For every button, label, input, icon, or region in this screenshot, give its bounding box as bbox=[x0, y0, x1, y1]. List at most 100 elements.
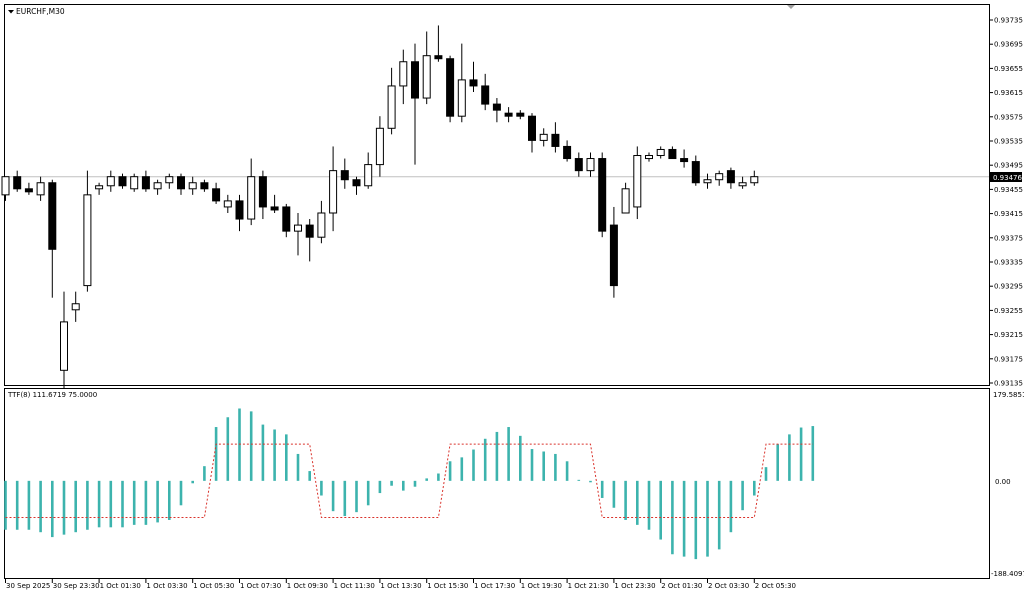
price-axis: 0.93735 0.93695 0.93655 0.93615 0.93575 0.935… bbox=[989, 17, 1023, 388]
candle-body-bear bbox=[200, 182, 209, 190]
price-axis-label: 0.93735 bbox=[994, 17, 1023, 25]
candle-body-bull bbox=[387, 85, 396, 129]
candle bbox=[24, 182, 33, 195]
candle bbox=[364, 152, 373, 189]
candle-body-bull bbox=[457, 79, 466, 117]
indicator-title: TTF(8) 111.6719 75.0000 bbox=[7, 391, 97, 399]
price-axis-label: 0.93335 bbox=[994, 259, 1023, 267]
candle bbox=[223, 194, 232, 213]
candle-body-bear bbox=[551, 133, 560, 147]
candle bbox=[598, 152, 607, 238]
time-axis: 30 Sep 2025 30 Sep 23:30 1 Oct 01:30 1 Oct … bbox=[5, 579, 796, 590]
candle bbox=[411, 43, 419, 165]
candle bbox=[130, 173, 139, 192]
price-axis-label: 0.93575 bbox=[994, 113, 1023, 121]
candle bbox=[621, 182, 630, 214]
candle bbox=[726, 167, 735, 189]
candle-body-bear bbox=[504, 112, 513, 117]
symbol-title: EURCHF,M30 bbox=[16, 7, 65, 16]
price-axis-label: 0.93375 bbox=[994, 234, 1023, 242]
price-axis-label: 0.93535 bbox=[994, 138, 1023, 146]
time-axis-label: 2 Oct 03:30 bbox=[708, 582, 749, 590]
candle-body-bear bbox=[446, 58, 455, 117]
candle bbox=[738, 176, 747, 189]
candle bbox=[188, 176, 197, 195]
candle-body-bear bbox=[24, 188, 33, 193]
candle-body-bear bbox=[13, 176, 22, 190]
time-axis-label: 1 Oct 21:30 bbox=[568, 582, 609, 590]
indicator-panel[interactable] bbox=[4, 388, 990, 579]
candle bbox=[95, 182, 104, 195]
candle-body-bear bbox=[598, 158, 607, 232]
candle bbox=[48, 179, 57, 298]
candle-body-bear bbox=[270, 206, 279, 211]
price-axis-label: 0.93615 bbox=[994, 89, 1023, 97]
candle bbox=[399, 49, 408, 105]
time-axis-label: 1 Oct 13:30 bbox=[380, 582, 421, 590]
candle bbox=[247, 158, 256, 226]
time-axis-label: 1 Oct 05:30 bbox=[193, 582, 234, 590]
candles-series bbox=[1, 25, 759, 389]
candle bbox=[118, 173, 127, 189]
price-axis-label: 0.93655 bbox=[994, 65, 1023, 73]
price-axis-label: 0.93295 bbox=[994, 283, 1023, 291]
time-axis-label: 1 Oct 07:30 bbox=[240, 582, 281, 590]
candle bbox=[282, 203, 291, 238]
candle-body-bear bbox=[609, 224, 618, 287]
candle bbox=[551, 122, 560, 153]
candle bbox=[340, 158, 349, 189]
candle bbox=[481, 73, 490, 111]
candle bbox=[539, 128, 548, 147]
time-axis-label: 1 Oct 19:30 bbox=[521, 582, 562, 590]
candle bbox=[270, 194, 279, 213]
candle bbox=[106, 170, 115, 192]
candle bbox=[258, 170, 267, 220]
candle-body-bull bbox=[1, 176, 10, 196]
candle bbox=[387, 67, 396, 135]
candle bbox=[141, 170, 150, 192]
candle-body-bear bbox=[141, 176, 150, 190]
time-axis-label: 1 Oct 03:30 bbox=[146, 582, 187, 590]
price-axis-label: 0.93455 bbox=[994, 186, 1023, 194]
candle-body-bull bbox=[71, 303, 80, 311]
candle-body-bull bbox=[317, 212, 326, 238]
candle-body-bear bbox=[492, 103, 501, 111]
candle-body-bear bbox=[434, 55, 443, 60]
candle bbox=[83, 170, 92, 292]
candle-body-bear bbox=[235, 200, 244, 220]
candle bbox=[750, 170, 759, 186]
candle-body-bear bbox=[680, 158, 689, 163]
candle-body-bull bbox=[738, 182, 747, 187]
candle-body-bull bbox=[750, 176, 759, 184]
candle-body-bull bbox=[130, 176, 139, 190]
indicator-scale-zero: 0.00 bbox=[995, 478, 1011, 486]
candle bbox=[305, 219, 314, 262]
candle-body-bear bbox=[212, 188, 221, 202]
candle bbox=[645, 152, 653, 162]
candle bbox=[528, 113, 536, 153]
time-axis-label: 1 Oct 15:30 bbox=[427, 582, 468, 590]
symbol-dropdown-icon[interactable] bbox=[8, 10, 14, 14]
candle-body-bull bbox=[36, 182, 45, 196]
candle bbox=[691, 155, 700, 186]
candle-body-bull bbox=[539, 133, 548, 141]
candle bbox=[469, 61, 478, 92]
indicator-scale-bottom: -188.4097 bbox=[991, 570, 1024, 578]
time-axis-label: 2 Oct 01:30 bbox=[661, 582, 702, 590]
candle-body-bear bbox=[118, 176, 127, 187]
time-axis-label: 1 Oct 11:30 bbox=[334, 582, 375, 590]
indicator-scale-top: 179.5851 bbox=[993, 391, 1024, 399]
candle-body-bull bbox=[294, 224, 302, 232]
price-axis-label: 0.93495 bbox=[994, 162, 1023, 170]
candle bbox=[446, 55, 455, 123]
candle-body-bull bbox=[715, 173, 724, 181]
candle-body-bear bbox=[177, 176, 185, 190]
candle-body-bull bbox=[375, 127, 384, 166]
candle-body-bull bbox=[656, 148, 665, 157]
candle bbox=[13, 170, 22, 192]
candle bbox=[492, 98, 501, 123]
price-panel[interactable] bbox=[4, 4, 990, 386]
candle bbox=[668, 146, 677, 160]
